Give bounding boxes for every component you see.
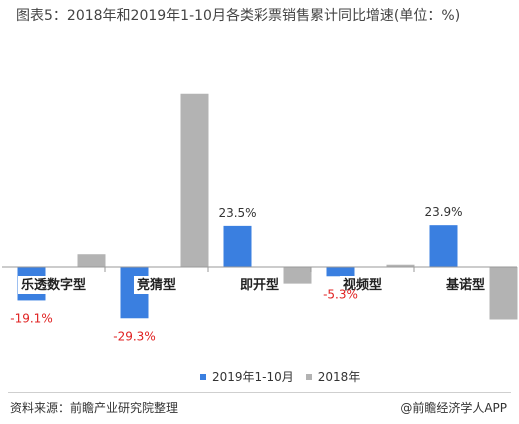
legend-item-2018: 2018年 xyxy=(305,368,361,385)
bar-2018-2 xyxy=(283,267,312,284)
chart-title: 图表5：2018年和2019年1-10月各类彩票销售累计同比增速(单位：%) xyxy=(16,8,461,24)
data-label-2019-1: -29.3% xyxy=(113,329,155,343)
legend-label-2019: 2019年1-10月 xyxy=(212,370,294,384)
bar-2019-4 xyxy=(429,225,458,267)
category-label-0: 乐透数字型 xyxy=(21,277,86,293)
footer-divider xyxy=(8,392,511,393)
category-label-bg xyxy=(339,276,386,294)
category-label-2: 即开型 xyxy=(240,277,279,293)
legend-item-2019: 2019年1-10月 xyxy=(200,368,294,385)
category-labels: 乐透数字型 竞猜型 即开型 视频型 基诺型 xyxy=(17,276,489,294)
category-label-bg xyxy=(133,276,180,294)
bar-2018-1 xyxy=(180,93,209,267)
category-label-3: 视频型 xyxy=(343,277,382,293)
data-labels: -19.1% -29.3% 23.5% -5.3% 23.9% xyxy=(10,205,462,343)
data-label-2019-4: 23.9% xyxy=(424,205,462,219)
data-label-2019-0: -19.1% xyxy=(10,311,52,325)
bar-2018-4 xyxy=(489,267,518,320)
bar-2018-0 xyxy=(77,254,106,267)
category-label-bg xyxy=(441,276,489,294)
legend-label-2018: 2018年 xyxy=(317,370,361,384)
bar-2018-3 xyxy=(386,264,415,267)
category-ticks xyxy=(104,267,415,272)
chart-legend: 2019年1-10月 2018年 xyxy=(200,368,360,385)
data-label-2019-2: 23.5% xyxy=(218,206,256,220)
data-label-2019-3: -5.3% xyxy=(323,287,358,301)
brand-credit: @前瞻经济学人APP xyxy=(400,401,507,415)
legend-swatch-2019 xyxy=(200,373,206,380)
series-2019-bars xyxy=(17,225,458,319)
category-label-bg xyxy=(17,276,90,294)
bar-2019-2 xyxy=(223,225,252,267)
legend-swatch-2018 xyxy=(305,373,312,380)
bar-2019-3 xyxy=(326,267,355,277)
category-label-bg xyxy=(236,276,283,294)
series-2018-bars xyxy=(77,93,518,320)
source-note: 资料来源：前瞻产业研究院整理 xyxy=(10,401,179,415)
category-label-4: 基诺型 xyxy=(445,277,485,293)
category-label-1: 竞猜型 xyxy=(137,277,176,293)
